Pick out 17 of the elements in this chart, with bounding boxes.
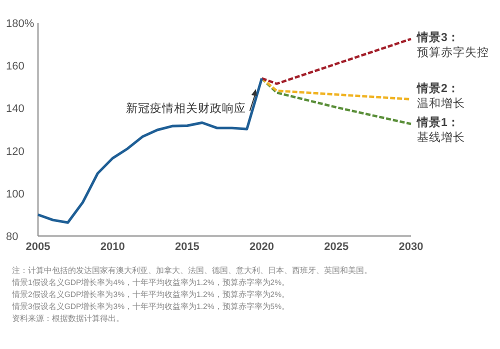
line-series <box>36 77 264 224</box>
y-tick-label: 160 <box>6 60 24 73</box>
series-label: 情景3：预算赤字失控 <box>416 30 489 59</box>
y-tick-label: 80 <box>6 231 18 243</box>
annotation: 新冠疫情相关财政响应 <box>126 101 246 116</box>
x-tick-label: 2005 <box>26 241 50 253</box>
y-tick-label: 100 <box>6 188 24 200</box>
x-tick-label: 2030 <box>398 241 424 253</box>
x-tick-label: 2010 <box>100 241 125 253</box>
x-tick-label: 2025 <box>324 241 349 253</box>
x-tick-label: 2020 <box>250 241 274 253</box>
y-tick-label: 120 <box>6 146 24 158</box>
y-tick-label: 140 <box>6 103 24 116</box>
series-label: 情景1：基线增长 <box>416 114 465 144</box>
series-label: 情景2：温和增长 <box>416 80 465 110</box>
y-tick-label: 180% <box>6 18 34 30</box>
x-tick-label: 2015 <box>174 241 200 253</box>
